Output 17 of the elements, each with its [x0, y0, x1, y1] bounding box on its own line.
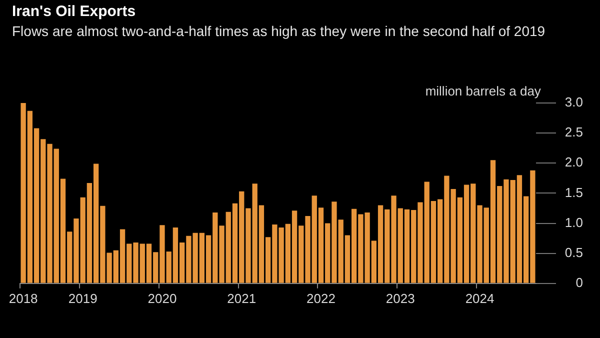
- x-tick-label: 2021: [227, 290, 256, 306]
- y-tick-label: 1.5: [564, 184, 583, 200]
- chart-subtitle: Flows are almost two-and-a-half times as high as they were in the second half of 2019: [12, 22, 546, 40]
- y-tick-label: 0: [576, 274, 583, 290]
- x-tick-label: 2020: [148, 290, 177, 306]
- y-tick-label: 1.0: [564, 214, 583, 230]
- y-tick-label: 2.0: [564, 154, 583, 170]
- y-tick-label: 2.5: [564, 124, 583, 140]
- x-tick-label: 2024: [465, 290, 494, 306]
- x-tick-label: 2022: [306, 290, 336, 306]
- x-tick-label: 2023: [386, 290, 415, 306]
- y-axis-title: million barrels a day: [425, 84, 542, 99]
- x-tick-label: 2019: [68, 290, 98, 306]
- x-tick-label: 2018: [8, 290, 38, 306]
- y-tick-label: 3.0: [564, 94, 583, 110]
- y-tick-label: 0.5: [564, 244, 583, 260]
- chart-title: Iran's Oil Exports: [12, 3, 136, 20]
